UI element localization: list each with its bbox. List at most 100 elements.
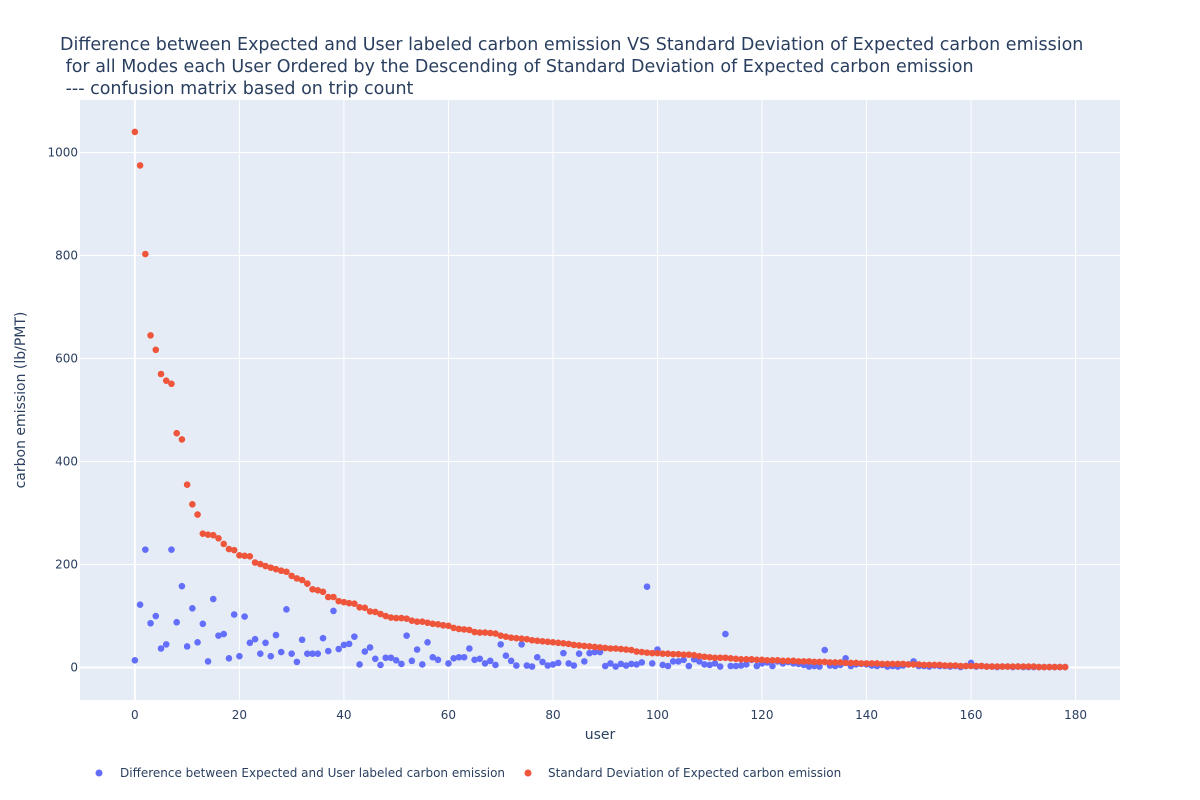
- data-point[interactable]: [502, 652, 510, 660]
- data-point[interactable]: [847, 659, 855, 667]
- data-point[interactable]: [293, 658, 301, 666]
- data-point[interactable]: [209, 595, 217, 603]
- data-point[interactable]: [544, 662, 552, 669]
- data-point[interactable]: [314, 587, 322, 594]
- data-point[interactable]: [502, 633, 510, 640]
- data-point[interactable]: [518, 635, 525, 643]
- data-point[interactable]: [340, 598, 348, 606]
- data-point[interactable]: [539, 637, 546, 645]
- data-point[interactable]: [962, 662, 970, 670]
- data-point[interactable]: [262, 639, 269, 647]
- data-point[interactable]: [654, 649, 661, 657]
- data-point[interactable]: [142, 546, 149, 553]
- data-point[interactable]: [1040, 663, 1048, 671]
- data-point[interactable]: [528, 663, 536, 670]
- data-point[interactable]: [215, 534, 222, 542]
- data-point[interactable]: [732, 662, 740, 670]
- data-point[interactable]: [695, 658, 703, 665]
- data-point[interactable]: [236, 652, 243, 660]
- data-point[interactable]: [549, 661, 557, 668]
- data-point[interactable]: [147, 332, 154, 339]
- data-point[interactable]: [131, 128, 139, 136]
- data-point[interactable]: [220, 540, 228, 548]
- data-point[interactable]: [878, 660, 886, 668]
- legend-item-std-deviation[interactable]: Standard Deviation of Expected carbon em…: [524, 766, 842, 780]
- data-point[interactable]: [701, 661, 708, 668]
- data-point[interactable]: [910, 661, 917, 668]
- data-point[interactable]: [737, 662, 745, 669]
- data-point[interactable]: [528, 636, 536, 644]
- data-point[interactable]: [680, 656, 687, 664]
- data-point[interactable]: [743, 661, 750, 668]
- data-point[interactable]: [601, 644, 609, 652]
- data-point[interactable]: [967, 662, 975, 670]
- data-point[interactable]: [894, 660, 902, 668]
- data-point[interactable]: [492, 661, 499, 669]
- data-point[interactable]: [236, 551, 243, 559]
- data-point[interactable]: [978, 662, 985, 670]
- data-point[interactable]: [450, 654, 457, 662]
- data-point[interactable]: [743, 656, 750, 663]
- data-point[interactable]: [298, 576, 306, 584]
- data-point[interactable]: [889, 660, 896, 668]
- data-point[interactable]: [633, 648, 640, 655]
- data-point[interactable]: [251, 635, 259, 643]
- data-point[interactable]: [513, 634, 520, 642]
- data-point[interactable]: [408, 657, 416, 665]
- data-point[interactable]: [304, 650, 311, 657]
- data-point[interactable]: [486, 629, 494, 637]
- data-point[interactable]: [596, 644, 604, 651]
- data-point[interactable]: [168, 546, 175, 553]
- data-point[interactable]: [560, 649, 567, 657]
- data-point[interactable]: [251, 559, 259, 566]
- data-point[interactable]: [387, 654, 395, 662]
- data-point[interactable]: [586, 643, 593, 650]
- data-point[interactable]: [262, 562, 269, 570]
- data-point[interactable]: [408, 617, 416, 624]
- data-point[interactable]: [936, 661, 943, 669]
- data-point[interactable]: [152, 346, 160, 354]
- data-point[interactable]: [330, 593, 337, 601]
- data-point[interactable]: [591, 648, 599, 656]
- data-point[interactable]: [607, 645, 614, 652]
- data-point[interactable]: [1056, 663, 1064, 671]
- data-point[interactable]: [204, 531, 212, 538]
- data-point[interactable]: [591, 643, 599, 651]
- data-point[interactable]: [622, 662, 630, 669]
- data-point[interactable]: [257, 560, 264, 568]
- data-point[interactable]: [142, 250, 149, 258]
- data-point[interactable]: [790, 657, 797, 665]
- data-point[interactable]: [737, 656, 745, 663]
- data-point[interactable]: [915, 661, 923, 668]
- data-point[interactable]: [377, 610, 384, 618]
- data-point[interactable]: [293, 575, 301, 582]
- data-point[interactable]: [392, 614, 400, 622]
- data-point[interactable]: [1030, 663, 1038, 670]
- data-point[interactable]: [434, 620, 442, 628]
- data-point[interactable]: [763, 657, 771, 664]
- data-point[interactable]: [858, 660, 865, 667]
- data-point[interactable]: [518, 641, 525, 648]
- data-point[interactable]: [988, 663, 996, 670]
- data-point[interactable]: [225, 545, 233, 553]
- data-point[interactable]: [476, 655, 484, 663]
- data-point[interactable]: [356, 603, 363, 611]
- data-point[interactable]: [544, 638, 552, 646]
- data-point[interactable]: [455, 625, 463, 633]
- data-point[interactable]: [586, 649, 593, 657]
- data-point[interactable]: [769, 662, 776, 670]
- data-point[interactable]: [136, 162, 144, 169]
- data-point[interactable]: [173, 429, 180, 437]
- data-point[interactable]: [131, 657, 139, 664]
- data-point[interactable]: [429, 653, 437, 661]
- data-point[interactable]: [523, 635, 531, 643]
- data-point[interactable]: [183, 643, 191, 650]
- data-point[interactable]: [826, 659, 834, 666]
- data-point[interactable]: [246, 639, 254, 647]
- data-point[interactable]: [633, 661, 640, 668]
- data-point[interactable]: [732, 655, 740, 663]
- data-point[interactable]: [445, 660, 452, 667]
- data-point[interactable]: [638, 648, 646, 656]
- data-point[interactable]: [952, 662, 959, 669]
- data-point[interactable]: [533, 653, 541, 661]
